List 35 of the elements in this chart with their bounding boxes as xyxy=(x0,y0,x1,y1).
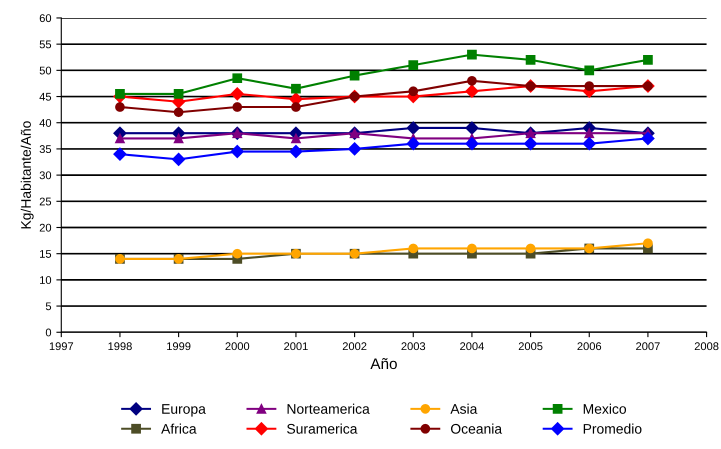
y-tick-label: 5 xyxy=(46,302,52,310)
x-tick-label: 2006 xyxy=(577,342,602,350)
y-tick-label: 60 xyxy=(40,14,52,22)
legend-label: Oceania xyxy=(450,424,502,434)
x-tick-label: 2007 xyxy=(636,342,660,350)
x-tick-label: 2002 xyxy=(342,342,366,350)
y-tick-label: 35 xyxy=(40,145,52,154)
legend-label: Mexico xyxy=(584,404,626,414)
y-tick-label: 40 xyxy=(39,118,52,127)
legend-label: Africa xyxy=(161,424,197,434)
y-tick-label: 0 xyxy=(46,328,52,336)
x-tick-label: 1999 xyxy=(167,342,190,350)
x-tick-label: 2003 xyxy=(401,342,426,350)
legend-label: Promedio xyxy=(584,424,642,434)
y-tick-label: 30 xyxy=(40,171,52,180)
legend-label: Asia xyxy=(450,404,478,414)
x-tick-label: 2005 xyxy=(518,342,542,350)
x-tick-label: 2008 xyxy=(694,342,718,350)
x-tick-label: 1998 xyxy=(108,342,132,350)
y-tick-label: 25 xyxy=(40,198,52,206)
x-tick-label: 2001 xyxy=(284,342,308,350)
y-tick-label: 50 xyxy=(40,66,52,74)
y-tick-label: 20 xyxy=(40,224,52,232)
y-tick-label: 45 xyxy=(39,92,52,101)
y-tick-label: 10 xyxy=(40,276,52,284)
x-tick-label: 2004 xyxy=(460,342,484,350)
x-tick-label: 2000 xyxy=(225,342,250,350)
x-tick-label: 1997 xyxy=(50,342,74,350)
y-tick-label: 55 xyxy=(40,40,52,48)
legend-label: Europa xyxy=(162,404,206,417)
x-axis-title: Año xyxy=(370,358,397,370)
legend-label: Suramerica xyxy=(287,424,358,434)
legend-label: Norteamerica xyxy=(288,404,370,414)
y-axis-title: Kg/Habitante/Año xyxy=(20,121,34,228)
y-tick-label: 15 xyxy=(40,250,52,258)
